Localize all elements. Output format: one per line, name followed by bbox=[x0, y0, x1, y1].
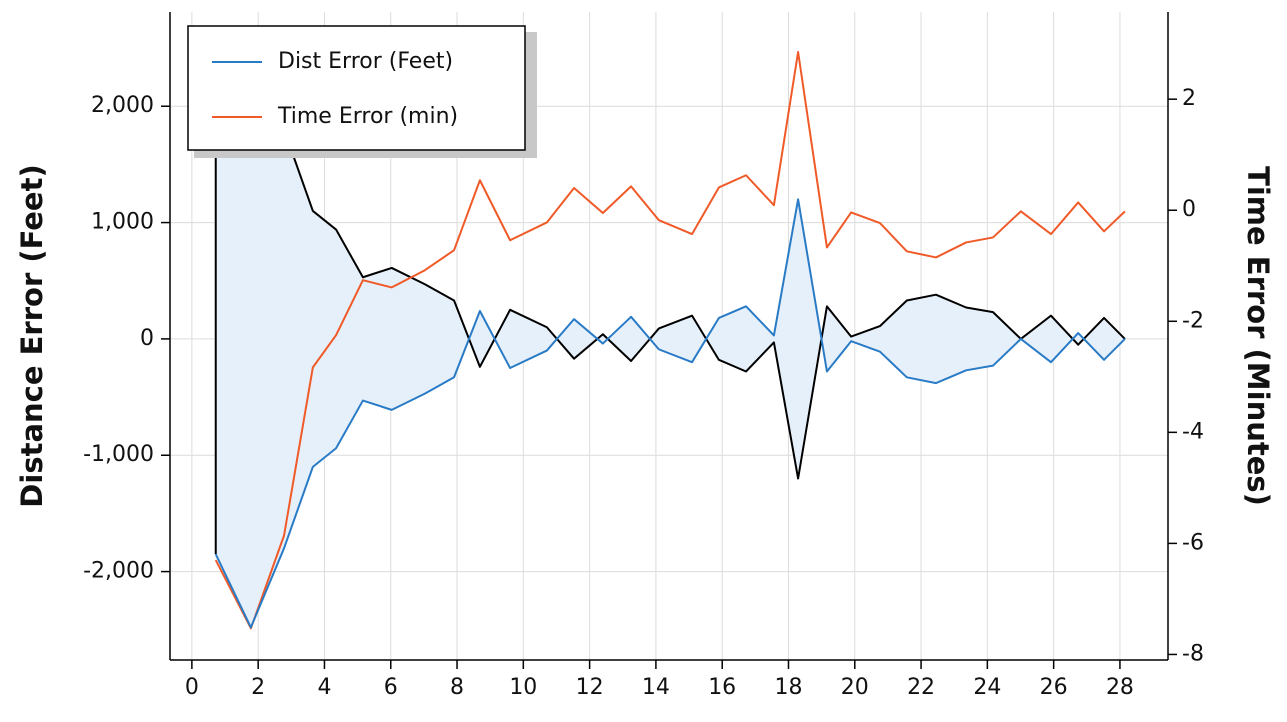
series-line bbox=[214, 50, 1126, 630]
x-tick-label: 22 bbox=[907, 675, 935, 700]
series-line bbox=[214, 49, 1126, 480]
y-tick-label: -1,000 bbox=[83, 442, 154, 467]
y-tick-label: 0 bbox=[140, 326, 154, 351]
fill-area bbox=[215, 50, 1125, 628]
legend-label: Dist Error (Feet) bbox=[278, 49, 453, 74]
y2-tick-label: -2 bbox=[1182, 308, 1204, 333]
x-tick-label: 2 bbox=[251, 675, 265, 700]
x-tick-label: 14 bbox=[642, 675, 670, 700]
y2-tick-label: -4 bbox=[1182, 419, 1204, 444]
series-line bbox=[214, 198, 1126, 629]
y2-tick-label: -8 bbox=[1182, 641, 1204, 666]
x-tick-label: 28 bbox=[1106, 675, 1134, 700]
x-tick-label: 18 bbox=[774, 675, 802, 700]
x-tick-label: 10 bbox=[509, 675, 537, 700]
x-tick-label: 20 bbox=[841, 675, 869, 700]
y2-tick-label: 0 bbox=[1182, 197, 1196, 222]
x-tick-label: 4 bbox=[317, 675, 331, 700]
y2-tick-label: 2 bbox=[1182, 86, 1196, 111]
legend-label: Time Error (min) bbox=[277, 104, 458, 129]
axes: 0 2 4 6 8 10 12 14 16 18 20 22 24 26 28-2,000-1,00001,… bbox=[83, 12, 1204, 700]
x-tick-label: 26 bbox=[1040, 675, 1068, 700]
x-tick-label: 6 bbox=[384, 675, 398, 700]
x-tick-label: 12 bbox=[576, 675, 604, 700]
x-tick-label: 8 bbox=[450, 675, 464, 700]
plot-area bbox=[214, 49, 1126, 630]
x-tick-label: 0 bbox=[185, 675, 199, 700]
y-tick-label: 1,000 bbox=[91, 210, 154, 235]
y-tick-label: -2,000 bbox=[83, 559, 154, 584]
y2-tick-label: -6 bbox=[1182, 530, 1204, 555]
legend: Dist Error (Feet) Time Error (min) bbox=[187, 25, 537, 158]
x-tick-label: 24 bbox=[973, 675, 1001, 700]
y-tick-label: 2,000 bbox=[91, 93, 154, 118]
y-axis-title: Distance Error (Feet) bbox=[15, 164, 49, 507]
x-tick-label: 16 bbox=[708, 675, 736, 700]
y2-axis-title: Time Error (Minutes) bbox=[1241, 166, 1275, 506]
legend-box bbox=[187, 25, 526, 151]
